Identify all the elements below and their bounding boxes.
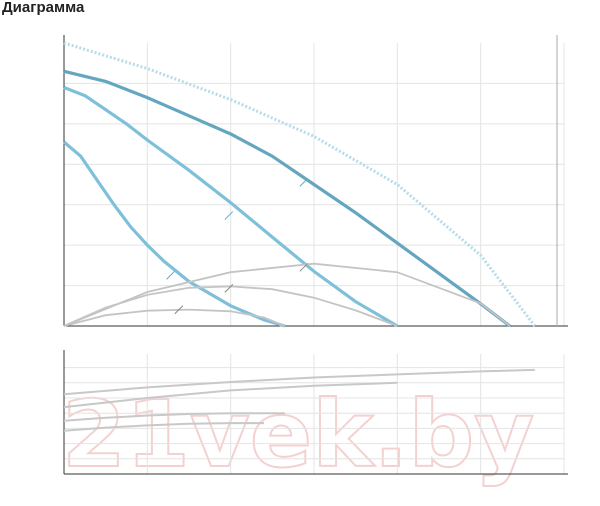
head-label-leader [224,283,234,293]
power-chart [63,350,568,475]
watermark: 21vek.by [62,381,534,488]
head-label-leader [166,271,175,280]
power-series-line-3 [63,422,264,432]
head-label-leader [174,305,184,315]
head-chart [62,35,568,328]
head-label-leader [224,211,234,220]
head-series-pump-line-2 [62,140,286,328]
head-label-leader [299,178,309,187]
power-series-line-1 [63,381,398,409]
power-series-line-2 [63,412,285,422]
head-series-pump-line-1 [63,86,399,328]
head-series-efficiency-axis-line-6 [63,41,536,327]
head-series-efficiency-line-3 [63,262,511,327]
head-label-leader [299,262,309,272]
power-series-line-0 [63,368,535,396]
head-series-efficiency-line-5 [63,308,286,327]
head-series-max-line-0 [63,69,511,328]
page-title: Диаграмма [2,0,85,16]
